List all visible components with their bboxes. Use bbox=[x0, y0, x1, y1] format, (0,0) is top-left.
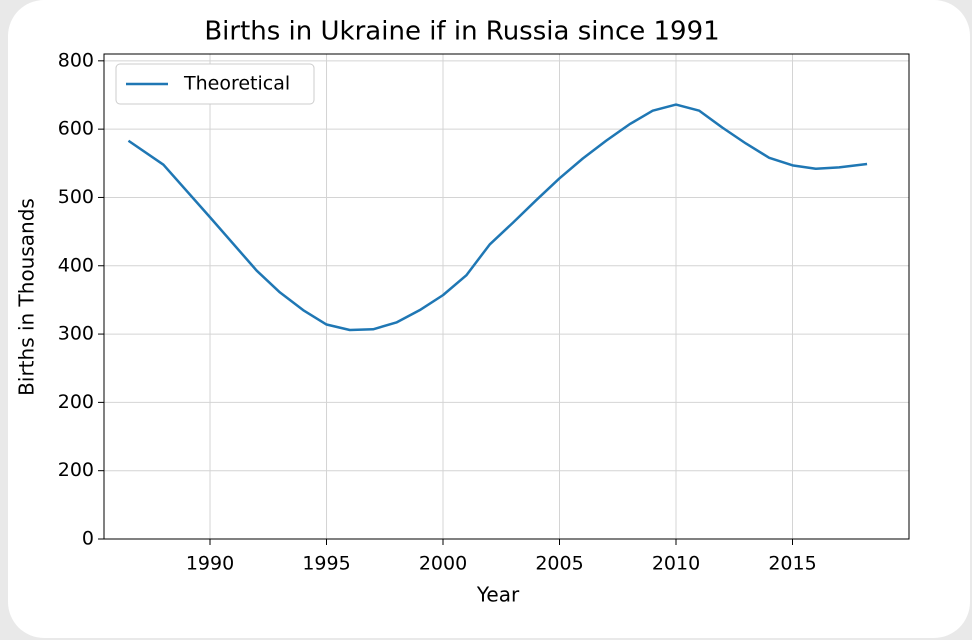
chart-title: Births in Ukraine if in Russia since 199… bbox=[204, 17, 719, 47]
x-tick-label: 2010 bbox=[652, 553, 700, 575]
legend-label: Theoretical bbox=[183, 73, 290, 95]
x-tick-label: 2015 bbox=[768, 553, 816, 575]
plot-frame bbox=[103, 53, 910, 540]
y-tick-label: 400 bbox=[58, 254, 94, 276]
y-tick-label: 200 bbox=[58, 391, 94, 413]
y-tick-label: 200 bbox=[58, 459, 94, 481]
y-axis-label: Births in Thousands bbox=[15, 198, 39, 396]
y-tick-label: 0 bbox=[82, 528, 94, 550]
y-tick-label: 600 bbox=[58, 118, 94, 140]
x-tick-label: 1990 bbox=[186, 553, 234, 575]
x-tick-label: 2005 bbox=[535, 553, 583, 575]
x-tick-label: 2000 bbox=[419, 553, 467, 575]
x-axis-label: Year bbox=[476, 583, 520, 607]
legend-box bbox=[115, 63, 315, 105]
line bbox=[127, 103, 868, 332]
y-tick-label: 800 bbox=[58, 49, 94, 71]
y-tick-label: 500 bbox=[58, 186, 94, 208]
y-tick-label: 300 bbox=[58, 323, 94, 345]
x-tick-label: 1995 bbox=[302, 553, 350, 575]
card bbox=[8, 0, 970, 638]
